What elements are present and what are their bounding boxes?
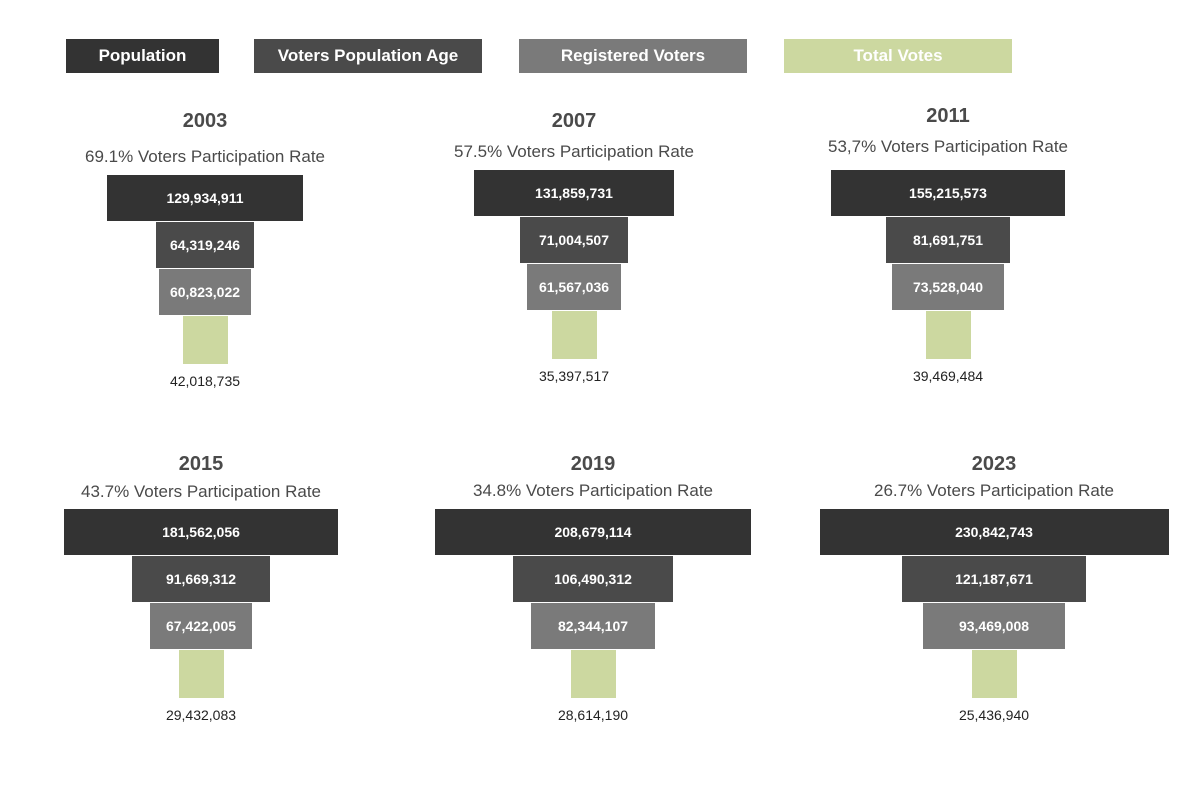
funnel-bar-total-votes [925,311,971,359]
total-votes-value-label: 39,469,484 [912,368,984,384]
bar-value-label: 73,528,040 [912,279,984,295]
funnel-bar-population: 131,859,731 [474,170,674,216]
total-votes-value-label: 29,432,083 [165,707,237,723]
funnel-bar-total-votes [178,650,224,698]
legend-total-votes: Total Votes [784,39,1012,73]
funnel-bar-total-votes [182,316,228,364]
legend-population: Population [66,39,219,73]
funnel-bar-registered-voters: 93,469,008 [923,603,1065,649]
total-votes-value-label: 42,018,735 [169,373,241,389]
bar-value-label: 106,490,312 [554,571,632,587]
participation-rate-subtitle: 53,7% Voters Participation Rate [827,137,1069,156]
total-votes-value-label: 28,614,190 [557,707,629,723]
funnel-bar-population: 129,934,911 [106,175,304,221]
participation-rate-subtitle: 43.7% Voters Participation Rate [80,482,322,501]
funnel-bar-registered-voters: 82,344,107 [530,603,656,649]
legend-voters-population-age: Voters Population Age [254,39,482,73]
funnel-bar-registered-voters: 61,567,036 [527,264,621,310]
funnel-bar-total-votes [551,311,597,359]
bar-value-label: 60,823,022 [169,284,241,300]
funnel-bar-total-votes [570,650,616,698]
funnel-bar-registered-voters: 67,422,005 [150,603,252,649]
bar-value-label: 71,004,507 [538,232,610,248]
bar-value-label: 121,187,671 [955,571,1033,587]
funnel-bar-population: 230,842,743 [819,509,1169,555]
bar-value-label: 64,319,246 [169,237,241,253]
funnel-bar-voters-population-age: 91,669,312 [131,556,271,602]
bar-value-label: 155,215,573 [909,185,987,201]
legend-registered-voters: Registered Voters [519,39,747,73]
bar-value-label: 93,469,008 [958,618,1030,634]
funnel-bar-voters-population-age: 81,691,751 [886,217,1010,263]
funnel-bar-registered-voters: 60,823,022 [159,269,251,315]
bar-value-label: 181,562,056 [162,524,240,540]
total-votes-value-label: 25,436,940 [958,707,1030,723]
bar-value-label: 230,842,743 [955,524,1033,540]
bar-value-label: 129,934,911 [166,190,244,206]
funnel-bar-population: 181,562,056 [63,509,339,555]
funnel-bar-voters-population-age: 106,490,312 [512,556,674,602]
bar-value-label: 91,669,312 [165,571,237,587]
funnel-bar-voters-population-age: 121,187,671 [902,556,1086,602]
bar-value-label: 67,422,005 [165,618,237,634]
chart-year-title: 2007 [551,110,597,132]
chart-year-title: 2003 [182,110,228,132]
bar-value-label: 131,859,731 [535,185,613,201]
participation-rate-subtitle: 69.1% Voters Participation Rate [84,147,326,166]
participation-rate-subtitle: 26.7% Voters Participation Rate [873,481,1115,500]
bar-value-label: 61,567,036 [538,279,610,295]
funnel-bar-voters-population-age: 64,319,246 [156,222,254,268]
total-votes-value-label: 35,397,517 [538,368,610,384]
chart-year-title: 2011 [926,105,970,127]
funnel-bar-population: 155,215,573 [830,170,1066,216]
bar-value-label: 208,679,114 [554,524,632,540]
funnel-bar-registered-voters: 73,528,040 [892,264,1004,310]
funnel-bar-population: 208,679,114 [435,509,751,555]
participation-rate-subtitle: 57.5% Voters Participation Rate [453,142,695,161]
participation-rate-subtitle: 34.8% Voters Participation Rate [472,481,714,500]
bar-value-label: 81,691,751 [912,232,984,248]
funnel-bar-voters-population-age: 71,004,507 [520,217,628,263]
chart-year-title: 2015 [178,453,224,475]
bar-value-label: 82,344,107 [557,618,629,634]
chart-year-title: 2023 [971,453,1017,475]
funnel-bar-total-votes [971,650,1017,698]
chart-year-title: 2019 [570,453,616,475]
